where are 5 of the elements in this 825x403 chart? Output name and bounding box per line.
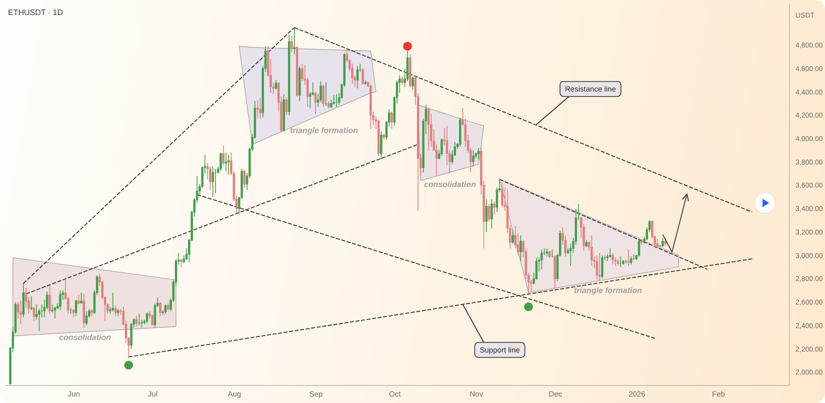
annotation: consolidation: [424, 180, 476, 189]
text: ETHUSDT · 1D: [8, 8, 64, 17]
annotation: consolidation: [59, 333, 112, 342]
annotation: triangle formation: [290, 126, 358, 135]
annotation: triangle formation: [574, 286, 642, 295]
